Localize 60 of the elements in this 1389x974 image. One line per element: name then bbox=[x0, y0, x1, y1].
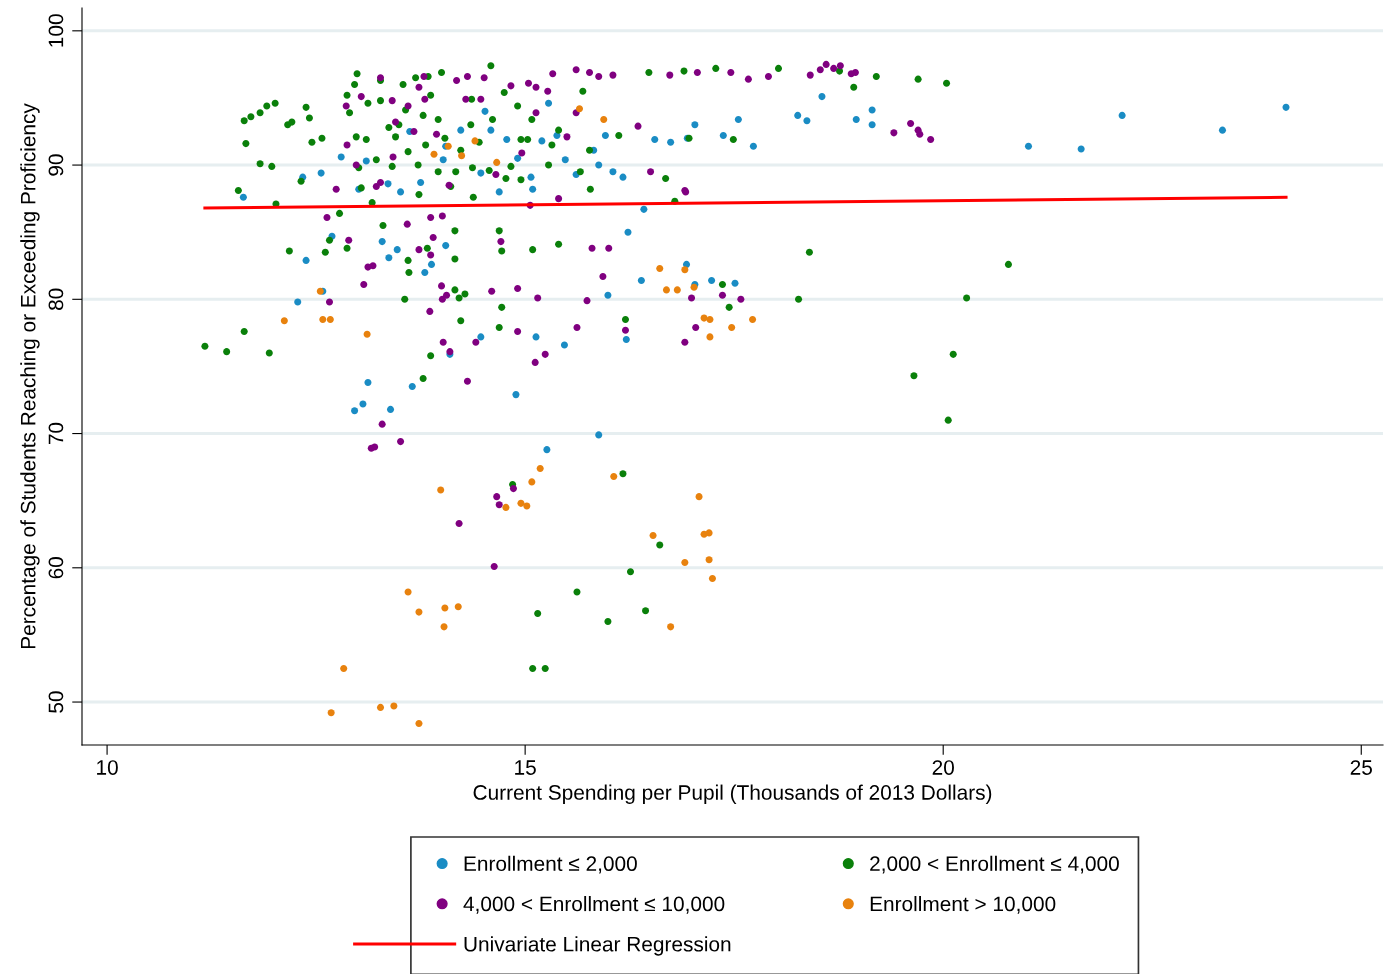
point bbox=[656, 264, 664, 272]
point bbox=[327, 709, 335, 717]
point bbox=[575, 105, 584, 113]
point bbox=[376, 703, 385, 711]
point bbox=[517, 499, 525, 507]
y-tick-label: 50 bbox=[48, 691, 64, 713]
point bbox=[610, 472, 618, 481]
point bbox=[706, 333, 714, 341]
x-tick-label: 15 bbox=[515, 760, 536, 775]
y-tick-label: 60 bbox=[48, 557, 64, 579]
x-tick-label: 10 bbox=[97, 760, 118, 775]
y-tick-label: 90 bbox=[48, 154, 64, 176]
point bbox=[430, 150, 438, 158]
legend-label: Univariate Linear Regression bbox=[464, 936, 731, 956]
point bbox=[700, 314, 708, 322]
point bbox=[415, 608, 423, 616]
point bbox=[502, 503, 510, 511]
point bbox=[705, 556, 713, 564]
point bbox=[280, 317, 288, 325]
point bbox=[493, 158, 501, 166]
y-tick-label: 70 bbox=[48, 422, 64, 445]
legend-label: Enrollment ≤ 2,000 bbox=[464, 855, 637, 874]
legend-label: 2,000 < Enrollment ≤ 4,000 bbox=[870, 855, 1119, 874]
point bbox=[458, 152, 466, 160]
point bbox=[649, 532, 657, 540]
x-axis-title: Current Spending per Pupil (Thousands of 2013 Dollars) bbox=[473, 784, 992, 804]
y-axis-title: Percentage of Students Reaching or Exceeding Proficiency bbox=[20, 103, 40, 649]
point bbox=[454, 603, 462, 611]
point bbox=[705, 529, 713, 537]
point bbox=[728, 323, 736, 332]
point bbox=[681, 266, 689, 274]
point bbox=[363, 330, 371, 338]
point bbox=[440, 623, 448, 631]
point bbox=[415, 719, 423, 728]
y-tick-label: 80 bbox=[48, 288, 64, 310]
point bbox=[708, 575, 716, 583]
point bbox=[390, 702, 398, 710]
point bbox=[319, 315, 327, 323]
point bbox=[523, 502, 531, 510]
point bbox=[471, 137, 479, 145]
point bbox=[667, 623, 675, 631]
legend-label: 4,000 < Enrollment ≤ 10,000 bbox=[463, 896, 725, 914]
x-tick-label: 25 bbox=[1350, 760, 1372, 775]
y-tick-label: 100 bbox=[48, 14, 64, 47]
point bbox=[673, 286, 681, 294]
point bbox=[437, 486, 445, 494]
point bbox=[695, 493, 703, 501]
point bbox=[706, 315, 714, 323]
point bbox=[326, 315, 334, 323]
point bbox=[662, 286, 670, 294]
point bbox=[404, 588, 412, 596]
x-tick-label: 20 bbox=[932, 760, 954, 775]
legend-label: Enrollment > 10,000 bbox=[870, 896, 1056, 914]
point bbox=[340, 664, 348, 673]
point bbox=[600, 115, 608, 123]
point bbox=[749, 315, 757, 323]
point bbox=[528, 478, 536, 486]
point bbox=[441, 604, 449, 612]
point bbox=[536, 464, 544, 472]
point bbox=[681, 558, 689, 566]
